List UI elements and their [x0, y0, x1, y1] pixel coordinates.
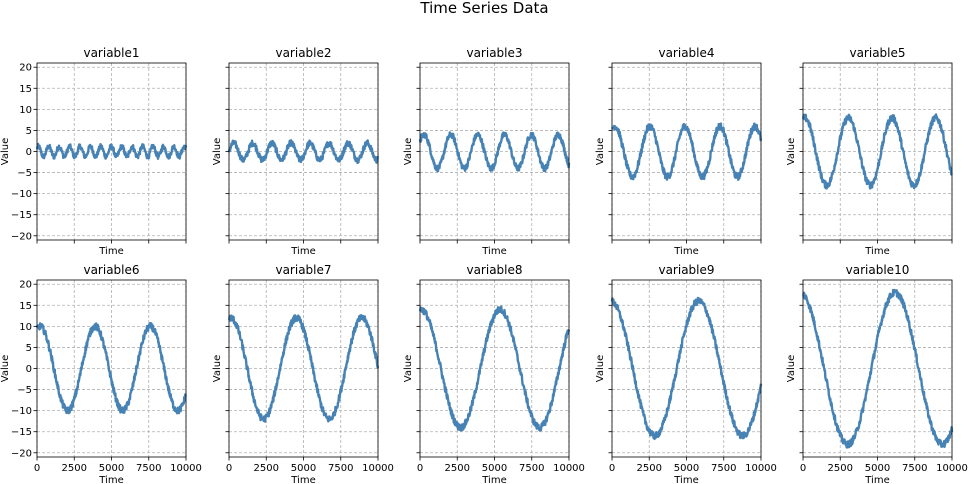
y-axis-label: Value: [595, 138, 606, 165]
x-axis-label: Time: [98, 246, 123, 257]
x-tick-label: 2500: [62, 463, 87, 474]
y-tick-label: −15: [11, 427, 32, 438]
x-tick-label: 10000: [170, 463, 202, 474]
figure-title: Time Series Data: [419, 0, 548, 17]
subplot-variable2: variable2 Time Value: [212, 46, 380, 257]
series-line-variable5: [801, 113, 953, 190]
x-axis-label: Time: [290, 246, 315, 257]
y-tick-label: −5: [17, 168, 32, 179]
y-tick-label: −5: [17, 385, 32, 396]
subplot-title: variable4: [658, 46, 714, 60]
subplot-variable5: variable5 Time Value: [786, 46, 953, 257]
x-axis-label: Time: [98, 475, 123, 484]
y-axis-label: Value: [595, 355, 606, 382]
subplot-variable1: −20 −15 −10 −5 0 5 10 15 20 variable1 Time Value: [0, 46, 188, 257]
x-axis-label: Time: [290, 475, 315, 484]
y-tick-label: 0: [26, 364, 32, 375]
y-axis-label: Value: [0, 355, 11, 382]
subplot-variable10: 0 2500 5000 7500 10000 variable10 Time Value: [786, 263, 968, 484]
x-tick-label: 7500: [328, 463, 353, 474]
x-tick-label: 5000: [674, 463, 699, 474]
x-tick-label: 2500: [828, 463, 853, 474]
x-tick-label: 5000: [99, 463, 124, 474]
y-tick-label: −10: [11, 406, 32, 417]
series-line-variable2: [227, 139, 380, 165]
subplot-variable8: 0 2500 5000 7500 10000 variable8 Time Value: [403, 263, 585, 484]
x-tick-label: 0: [226, 463, 232, 474]
subplot-variable3: variable3 Time Value: [403, 46, 571, 257]
y-tick-label: −20: [11, 231, 32, 242]
x-tick-label: 10000: [362, 463, 394, 474]
series-line-variable8: [418, 305, 571, 432]
x-tick-label: 7500: [711, 463, 736, 474]
subplot-variable4: variable4 Time Value: [595, 46, 763, 257]
x-tick-label: 10000: [936, 463, 968, 474]
y-tick-label: 10: [19, 322, 32, 333]
y-tick-label: 10: [19, 105, 32, 116]
x-tick-label: 7500: [902, 463, 927, 474]
subplot-title: variable9: [658, 263, 714, 277]
y-axis-label: Value: [212, 138, 223, 165]
x-tick-label: 0: [800, 463, 806, 474]
x-tick-label: 2500: [445, 463, 470, 474]
y-axis-label: Value: [403, 355, 414, 382]
y-tick-label: 20: [19, 280, 32, 291]
x-tick-label: 10000: [553, 463, 585, 474]
x-axis-label: Time: [481, 475, 506, 484]
x-tick-label: 7500: [519, 463, 544, 474]
y-tick-label: 20: [19, 63, 32, 74]
y-tick-label: 5: [26, 126, 32, 137]
x-tick-label: 2500: [637, 463, 662, 474]
x-axis-label: Time: [673, 475, 698, 484]
series-line-variable9: [610, 296, 763, 441]
x-tick-label: 5000: [865, 463, 890, 474]
subplot-variable6: 0 2500 5000 7500 10000 −20 −15 −10 −5 0 5 10 15 20 var…: [0, 263, 202, 484]
y-axis-label: Value: [786, 355, 797, 382]
x-tick-label: 7500: [136, 463, 161, 474]
x-axis-label: Time: [864, 475, 889, 484]
series-line-variable1: [35, 142, 188, 160]
x-axis-label: Time: [481, 246, 506, 257]
series-line-variable6: [35, 321, 188, 415]
subplot-title: variable3: [466, 46, 522, 60]
x-axis-label: Time: [673, 246, 698, 257]
subplot-title: variable8: [466, 263, 522, 277]
y-axis-label: Value: [212, 355, 223, 382]
series-line-variable3: [418, 131, 571, 173]
series-line-variable4: [611, 122, 763, 181]
subplot-title: variable6: [83, 263, 139, 277]
subplot-title: variable5: [849, 46, 905, 60]
x-tick-label: 0: [417, 463, 423, 474]
subplot-title: variable2: [275, 46, 331, 60]
x-tick-label: 10000: [745, 463, 777, 474]
subplot-variable7: 0 2500 5000 7500 10000 variable7 Time Value: [212, 263, 394, 484]
x-tick-label: 5000: [291, 463, 316, 474]
x-tick-label: 0: [34, 463, 40, 474]
y-tick-label: −20: [11, 448, 32, 459]
subplot-grid: −20−15−10−505101520variable1TimeValuevar…: [0, 46, 968, 484]
y-tick-label: 15: [19, 301, 32, 312]
y-tick-label: 5: [26, 343, 32, 354]
x-tick-label: 5000: [482, 463, 507, 474]
y-tick-label: −10: [11, 189, 32, 200]
x-tick-label: 2500: [254, 463, 279, 474]
y-tick-label: −15: [11, 210, 32, 221]
subplot-variable9: 0 2500 5000 7500 10000 variable9 Time Value: [595, 263, 777, 484]
x-axis-label: Time: [864, 246, 889, 257]
y-axis-label: Value: [786, 138, 797, 165]
subplot-title: variable10: [846, 263, 910, 277]
subplot-title: variable7: [275, 263, 331, 277]
y-tick-label: 0: [26, 147, 32, 158]
series-line-variable10: [802, 288, 954, 449]
series-line-variable7: [227, 314, 380, 423]
y-axis-label: Value: [0, 138, 11, 165]
subplot-title: variable1: [83, 46, 139, 60]
y-axis-label: Value: [403, 138, 414, 165]
y-tick-label: 15: [19, 84, 32, 95]
x-tick-label: 0: [609, 463, 615, 474]
